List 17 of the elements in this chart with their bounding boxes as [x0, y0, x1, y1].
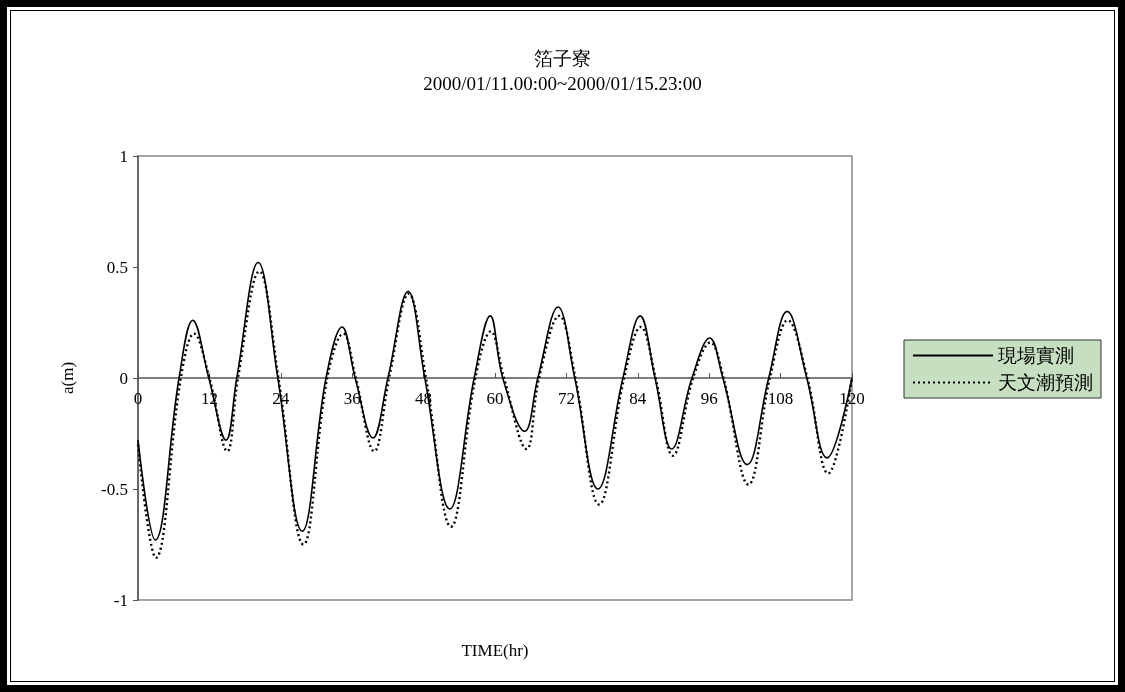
- x-tick-label: 108: [767, 389, 794, 408]
- y-tick-label: -0.5: [101, 479, 128, 499]
- x-tick-label: 72: [557, 389, 575, 408]
- x-axis-title: TIME(hr): [461, 640, 529, 660]
- chart-title: 箔子寮: [534, 48, 591, 69]
- y-tick-label: 0.5: [106, 257, 128, 277]
- x-tick-label: 36: [343, 389, 361, 408]
- y-tick-label: -1: [113, 590, 128, 610]
- x-tick-label: 60: [486, 389, 504, 408]
- y-axis-title: a(m): [58, 361, 77, 395]
- x-tick-label: 84: [629, 389, 647, 408]
- legend-label: 現場實測: [998, 345, 1074, 366]
- y-tick-label: 1: [119, 146, 128, 166]
- legend-label: 天文潮預測: [998, 372, 1093, 393]
- chart-subtitle: 2000/01/11.00:00~2000/01/15.23:00: [423, 73, 702, 94]
- x-tick-label: 96: [700, 389, 718, 408]
- y-tick-label: 0: [119, 368, 128, 388]
